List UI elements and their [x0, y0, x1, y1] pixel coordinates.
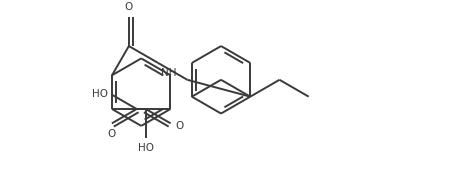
- Text: NH: NH: [161, 68, 176, 78]
- Text: O: O: [175, 121, 183, 131]
- Text: O: O: [125, 2, 133, 12]
- Text: O: O: [108, 129, 116, 139]
- Text: HO: HO: [138, 143, 154, 153]
- Text: HO: HO: [92, 89, 108, 99]
